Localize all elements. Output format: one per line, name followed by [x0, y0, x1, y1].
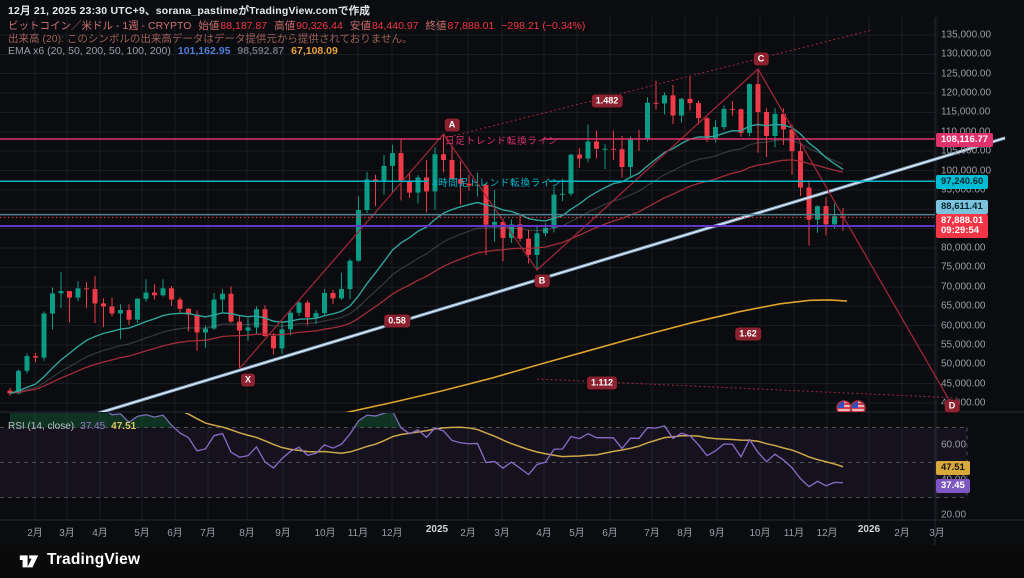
- month-label[interactable]: 4月: [536, 528, 552, 539]
- price-axis-label: 45,000.00: [941, 378, 986, 390]
- price-axis-label: 125,000.00: [941, 68, 992, 80]
- rsi-axis-label: 20.00: [941, 509, 967, 521]
- month-label[interactable]: 6月: [167, 528, 183, 539]
- usa-flag-coin-icon: [837, 401, 851, 412]
- price-axis-label: 115,000.00: [941, 106, 991, 118]
- tradingview-wordmark: TradingView: [47, 551, 141, 568]
- month-label[interactable]: 4月: [92, 528, 108, 539]
- month-label[interactable]: 7月: [644, 528, 660, 539]
- price-axis-label: 70,000.00: [941, 281, 986, 293]
- price-axis-label: 105,000.00: [941, 145, 992, 157]
- month-label[interactable]: 2月: [27, 528, 43, 539]
- price-axis-label: 110,000.00: [941, 126, 991, 138]
- month-label[interactable]: 5月: [134, 528, 150, 539]
- month-label[interactable]: 12月: [816, 528, 838, 539]
- month-label[interactable]: 3月: [59, 528, 75, 539]
- price-axis-label: 80,000.00: [941, 242, 986, 254]
- month-label[interactable]: 8月: [239, 528, 255, 539]
- month-label[interactable]: 6月: [602, 528, 618, 539]
- usa-flag-coin-icon: [851, 401, 865, 412]
- rsi-axis-label: 40.00: [941, 474, 967, 486]
- price-axis-label: 75,000.00: [941, 261, 986, 273]
- price-axis-label: 60,000.00: [941, 320, 986, 331]
- month-label[interactable]: 7月: [200, 528, 216, 539]
- month-label[interactable]: 11月: [783, 528, 805, 539]
- tradingview-logo[interactable]: TradingView: [18, 549, 140, 571]
- tradingview-mark-icon: [19, 555, 39, 568]
- price-axis-label: 55,000.00: [941, 339, 986, 351]
- price-axis-label: 50,000.00: [941, 358, 986, 370]
- month-label[interactable]: 2月: [460, 528, 476, 539]
- month-label[interactable]: 11月: [347, 528, 369, 539]
- month-label[interactable]: 9月: [709, 528, 725, 539]
- year-label[interactable]: 2026: [857, 524, 881, 535]
- year-label[interactable]: 2025: [425, 524, 449, 535]
- month-label[interactable]: 3月: [494, 528, 510, 539]
- price-axis-label: 40,000.00: [941, 397, 986, 409]
- month-label[interactable]: 10月: [749, 528, 771, 539]
- price-axis-label: 120,000.00: [941, 87, 992, 99]
- price-axis-label: 100,000.00: [941, 165, 992, 176]
- month-label[interactable]: 9月: [275, 528, 291, 539]
- month-label[interactable]: 2月: [894, 528, 910, 539]
- month-label[interactable]: 10月: [314, 528, 336, 539]
- price-axis-label: 95,000.00: [941, 184, 986, 196]
- rsi-axis-label: 60.00: [941, 439, 967, 451]
- price-axis-label: 135,000.00: [941, 29, 992, 41]
- month-label[interactable]: 12月: [381, 528, 403, 539]
- month-label[interactable]: 5月: [569, 528, 585, 539]
- month-label[interactable]: 3月: [929, 528, 945, 539]
- price-axis-label: 130,000.00: [941, 48, 992, 60]
- month-label[interactable]: 8月: [677, 528, 693, 539]
- price-axis-label: 65,000.00: [941, 300, 986, 312]
